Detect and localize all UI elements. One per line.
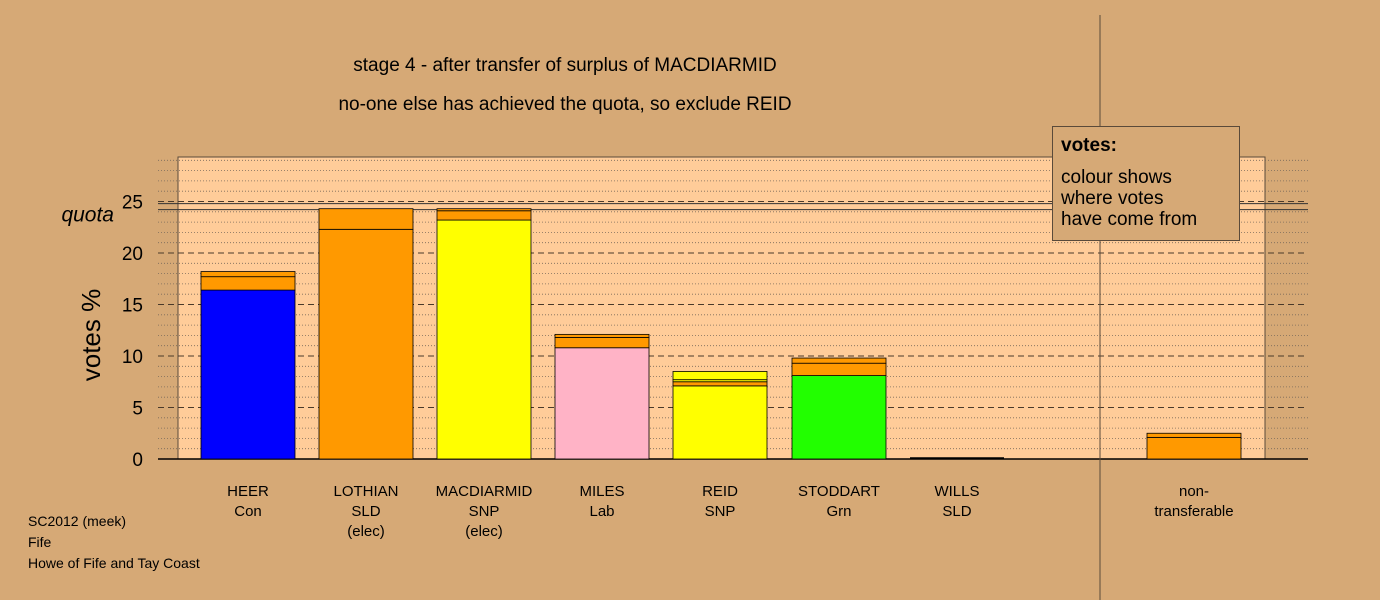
category-label: (elec) — [347, 523, 385, 540]
bar-segment — [1146, 436, 1242, 460]
chart-subtitle: no-one else has achieved the quota, so e… — [338, 94, 792, 115]
bar-segment — [554, 347, 650, 460]
bar-segment — [672, 381, 768, 387]
bar-segment — [200, 289, 296, 460]
bar-segment — [791, 375, 887, 460]
bar-segment — [672, 371, 768, 381]
y-tick-label: 10 — [122, 347, 143, 368]
category-label: Lab — [589, 503, 614, 520]
legend-title: votes: — [1061, 135, 1117, 156]
category-label: Grn — [826, 503, 851, 520]
y-axis-label: votes % — [76, 289, 106, 382]
footer-source: SC2012 (meek) — [28, 513, 127, 529]
category-label: Con — [234, 503, 262, 520]
quota-label: quota — [61, 204, 114, 227]
bar-segment — [318, 228, 414, 460]
bar-segment — [1146, 432, 1242, 438]
bar-segment — [554, 337, 650, 349]
category-label: MACDIARMID — [436, 483, 533, 500]
y-tick-label: 0 — [132, 450, 143, 471]
legend: votes: colour shows where votes have com… — [1052, 126, 1240, 241]
legend-line: colour shows — [1061, 167, 1172, 188]
category-label: (elec) — [465, 523, 503, 540]
legend-line: have come from — [1061, 209, 1198, 230]
category-label: WILLS — [934, 483, 979, 500]
y-tick-label: 25 — [122, 193, 143, 214]
footer-constituency: Howe of Fife and Tay Coast — [28, 555, 200, 571]
bar-segment — [200, 276, 296, 291]
bar-segment — [672, 385, 768, 460]
bar-segment — [791, 357, 887, 364]
category-label: HEER — [227, 483, 269, 500]
category-label: transferable — [1154, 503, 1233, 520]
category-label: SNP — [705, 503, 736, 520]
legend-line: where votes — [1061, 188, 1164, 209]
bar-segment — [436, 208, 532, 212]
bar-segment — [200, 271, 296, 278]
category-label: REID — [702, 483, 738, 500]
footer-region: Fife — [28, 534, 52, 550]
bar-segment — [791, 362, 887, 376]
category-label: non- — [1179, 483, 1209, 500]
category-label: MILES — [579, 483, 624, 500]
bar-segment — [436, 210, 532, 221]
bar-segment — [318, 208, 414, 230]
category-label: SLD — [351, 503, 380, 520]
y-tick-label: 5 — [132, 399, 143, 420]
y-tick-label: 20 — [122, 244, 143, 265]
category-label: STODDART — [798, 483, 880, 500]
category-label: SNP — [469, 503, 500, 520]
y-tick-label: 15 — [122, 296, 143, 317]
category-label: SLD — [942, 503, 971, 520]
chart-title: stage 4 - after transfer of surplus of M… — [353, 55, 777, 76]
category-label: LOTHIAN — [333, 483, 398, 500]
bar-segment — [554, 333, 650, 338]
bar-segment — [436, 219, 532, 460]
